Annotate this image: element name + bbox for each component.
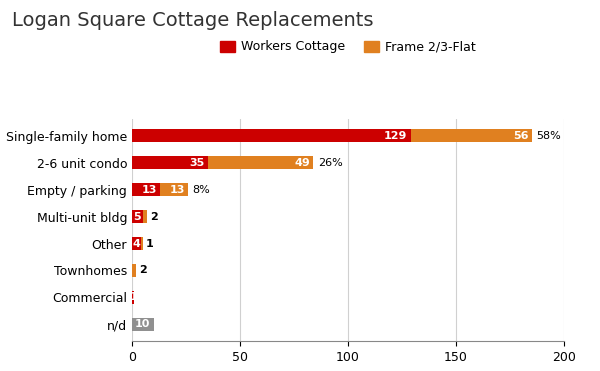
Text: 1: 1	[129, 292, 137, 302]
Text: 35: 35	[189, 158, 205, 168]
Bar	[160, 183, 188, 196]
Text: 4: 4	[133, 239, 140, 249]
Text: 1: 1	[146, 239, 154, 249]
Text: 5: 5	[134, 211, 141, 221]
Bar	[132, 318, 154, 331]
Bar	[132, 291, 134, 304]
Legend: Workers Cottage, Frame 2/3-Flat: Workers Cottage, Frame 2/3-Flat	[220, 40, 476, 53]
Text: 26%: 26%	[318, 158, 343, 168]
Bar	[410, 129, 532, 142]
Text: 129: 129	[384, 131, 407, 141]
Text: 10: 10	[135, 319, 151, 329]
Text: 56: 56	[513, 131, 529, 141]
Text: 13: 13	[170, 184, 185, 194]
Bar	[132, 156, 208, 169]
Text: 2: 2	[151, 211, 158, 221]
Bar	[132, 237, 140, 250]
Bar	[132, 210, 143, 223]
Text: Logan Square Cottage Replacements: Logan Square Cottage Replacements	[12, 11, 373, 30]
Text: 13: 13	[142, 184, 157, 194]
Bar	[140, 237, 143, 250]
Text: 8%: 8%	[193, 184, 210, 194]
Bar	[208, 156, 313, 169]
Text: 49: 49	[295, 158, 310, 168]
Bar	[143, 210, 147, 223]
Bar	[132, 183, 160, 196]
Text: 2: 2	[140, 266, 148, 276]
Bar	[132, 264, 136, 277]
Text: 58%: 58%	[536, 131, 560, 141]
Bar	[132, 129, 410, 142]
